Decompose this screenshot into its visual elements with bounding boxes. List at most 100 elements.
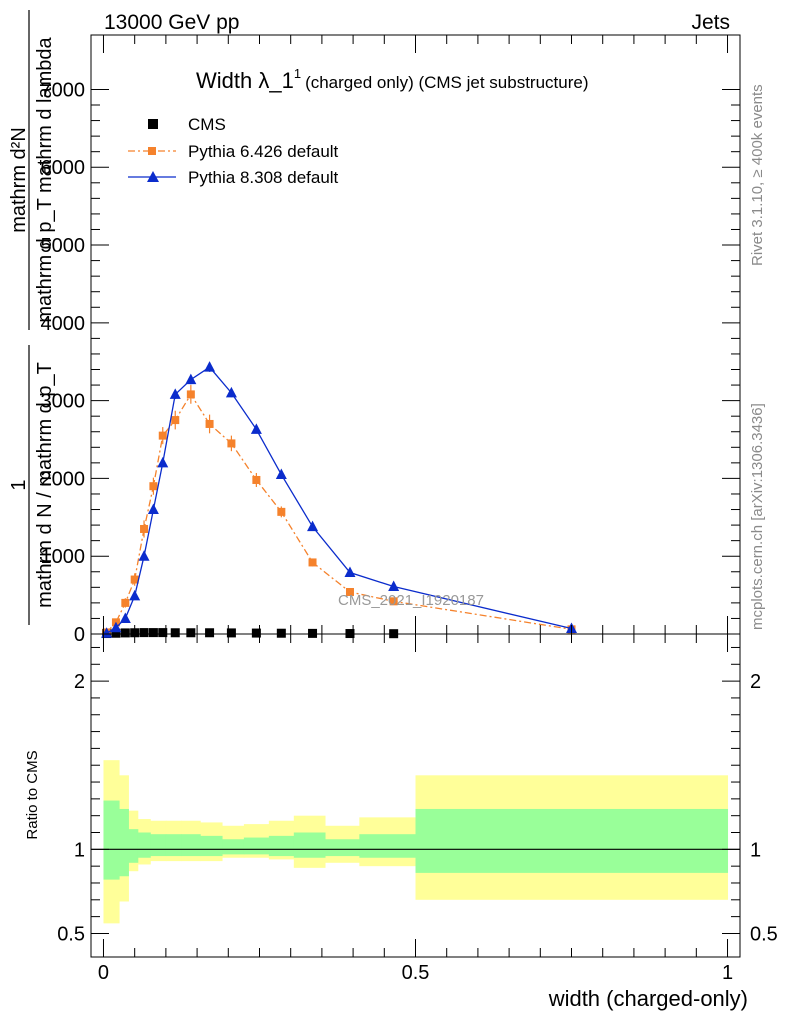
ratio-inner-band xyxy=(150,834,167,857)
data-point-pythia6 xyxy=(121,598,130,607)
data-point-pythia8 xyxy=(275,468,287,480)
data-point-pythia6 xyxy=(171,416,180,425)
data-point-cms xyxy=(139,628,149,638)
data-point-pythia8 xyxy=(225,386,237,398)
data-point-pythia6 xyxy=(186,390,195,399)
data-point-pythia6 xyxy=(205,419,214,428)
legend-item-pythia6: Pythia 6.426 default xyxy=(128,142,339,161)
legend: CMS Pythia 6.426 default Pythia 8.308 de… xyxy=(128,115,339,187)
data-point-pythia6 xyxy=(158,431,167,440)
data-point-pythia8 xyxy=(119,612,131,623)
header-left: 13000 GeV pp xyxy=(104,11,239,34)
y-label-frac1-num: 1 xyxy=(8,479,30,490)
data-point-cms xyxy=(170,628,180,638)
x-axis-label: width (charged-only) xyxy=(548,986,748,1011)
data-point-pythia6 xyxy=(308,558,317,567)
data-point-pythia8 xyxy=(147,503,159,515)
main-y-tick-label: 1000 xyxy=(41,546,86,568)
main-y-tick-label: 0 xyxy=(74,624,85,646)
data-point-pythia6 xyxy=(130,575,139,584)
legend-item-pythia8: Pythia 8.308 default xyxy=(128,168,339,187)
ratio-y-tick-label: 0.5 xyxy=(57,923,85,945)
main-y-tick-label: 4000 xyxy=(41,313,86,335)
data-point-cms xyxy=(120,628,130,638)
ratio-inner-band xyxy=(359,834,416,858)
data-point-pythia6 xyxy=(140,524,149,533)
main-y-tick-label: 7000 xyxy=(41,79,86,101)
data-point-pythia6 xyxy=(252,475,261,484)
mcplots-label: mcplots.cern.ch [arXiv:1306.3436] xyxy=(749,403,766,630)
data-point-cms xyxy=(111,628,121,638)
data-point-pythia8 xyxy=(157,456,169,468)
legend-label-cms: CMS xyxy=(188,115,226,134)
main-y-tick-label: 6000 xyxy=(41,157,86,179)
main-plot-axes: 0 1000 2000 3000 4000 5000 6000 7000 xyxy=(41,35,740,646)
legend-label-pythia8: Pythia 8.308 default xyxy=(188,168,339,187)
ratio-y-tick-label-right: 2 xyxy=(750,671,761,693)
data-point-pythia6 xyxy=(389,597,398,606)
data-point-pythia8 xyxy=(344,566,356,578)
data-point-pythia6 xyxy=(227,439,236,448)
data-point-pythia6 xyxy=(277,507,286,516)
legend-marker-pythia6 xyxy=(148,147,156,155)
main-y-tick-label: 3000 xyxy=(41,391,86,413)
ratio-inner-band xyxy=(137,832,151,858)
y-label-frac2-den: mathrm d p_T mathrm d lambda xyxy=(34,36,56,322)
x-tick-label: 0 xyxy=(98,962,109,984)
ratio-inner-band xyxy=(181,834,201,857)
data-point-cms xyxy=(276,628,286,638)
ratio-inner-band xyxy=(268,835,295,857)
main-plot-title-text: Width λ_1 xyxy=(196,68,294,93)
legend-item-cms: CMS xyxy=(148,115,226,134)
ratio-inner-band xyxy=(293,832,326,858)
ratio-y-tick-label-right: 1 xyxy=(750,839,761,861)
data-point-cms xyxy=(205,628,215,638)
x-tick-label: 0.5 xyxy=(402,962,430,984)
ratio-inner-band xyxy=(325,839,360,857)
data-point-cms xyxy=(251,628,261,638)
data-point-pythia8 xyxy=(169,388,181,399)
main-plot-title-superscript: 1 xyxy=(294,66,301,81)
legend-label-pythia6: Pythia 6.426 default xyxy=(188,142,339,161)
ratio-inner-band xyxy=(200,835,223,857)
data-point-pythia8 xyxy=(250,423,262,434)
ratio-y-tick-label: 1 xyxy=(74,839,85,861)
data-point-cms xyxy=(308,628,318,638)
rivet-version-label: Rivet 3.1.10, ≥ 400k events xyxy=(749,84,766,266)
ratio-inner-band xyxy=(243,837,270,855)
data-point-pythia8 xyxy=(129,589,141,601)
data-point-cms xyxy=(148,628,158,638)
ratio-plot-axes: 0.5 0.5 1 1 2 2 0 0.5 1 xyxy=(57,634,778,984)
ratio-inner-band xyxy=(222,839,245,855)
header-right: Jets xyxy=(691,11,730,34)
ratio-inner-band xyxy=(165,834,182,857)
main-y-tick-label: 5000 xyxy=(41,235,86,257)
main-y-axis-label: 1 mathrm d N / mathrm d p_T mathrm d²N m… xyxy=(8,10,56,625)
ratio-y-axis-label: Ratio to CMS xyxy=(24,750,41,839)
data-point-pythia8 xyxy=(307,520,319,532)
watermark: CMS_2021_I1920187 xyxy=(338,592,484,609)
y-label-frac1-den: mathrm d N / mathrm d p_T xyxy=(34,362,56,608)
data-point-pythia8 xyxy=(204,361,216,372)
data-point-pythia6 xyxy=(149,482,158,491)
ratio-y-tick-label: 2 xyxy=(74,671,85,693)
ratio-plot-content xyxy=(91,760,740,924)
data-point-pythia6 xyxy=(345,587,354,596)
main-plot-subtitle: (charged only) (CMS jet substructure) xyxy=(305,73,588,92)
data-point-cms xyxy=(158,628,168,638)
data-point-pythia8 xyxy=(138,550,150,561)
main-y-tick-label: 2000 xyxy=(41,468,86,490)
data-point-cms xyxy=(186,628,196,638)
ratio-inner-band xyxy=(415,808,729,873)
ratio-y-tick-label-right: 0.5 xyxy=(750,923,778,945)
data-point-pythia8 xyxy=(388,580,400,592)
x-tick-label: 1 xyxy=(722,962,733,984)
legend-marker-pythia8 xyxy=(147,171,159,182)
ratio-plot-panel: 0.5 0.5 1 1 2 2 0 0.5 1 Ratio to CMS width (char… xyxy=(24,633,778,1011)
ratio-inner-band xyxy=(128,829,139,863)
ratio-inner-band xyxy=(103,800,120,880)
data-point-pythia8 xyxy=(110,621,122,633)
legend-marker-cms xyxy=(148,119,158,129)
